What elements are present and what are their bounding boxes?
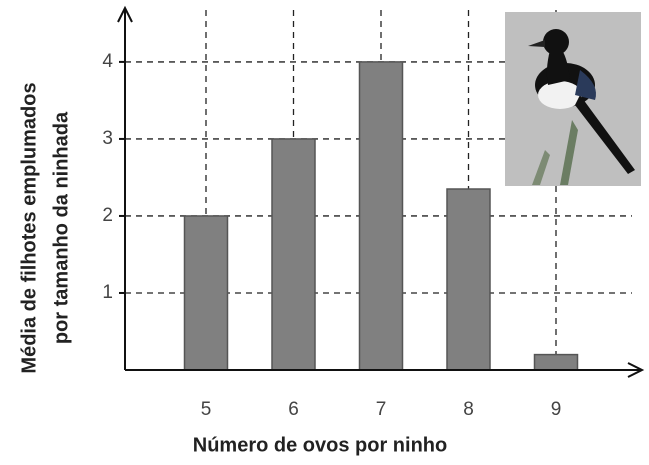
y-axis-title: por tamanho da ninhada [50, 111, 72, 344]
magpie-photo [505, 12, 641, 186]
x-tick-label: 5 [201, 399, 212, 420]
y-tick-label: 1 [102, 282, 113, 303]
bar [183, 215, 229, 371]
bar [271, 138, 316, 371]
bar [446, 188, 491, 371]
bar [533, 353, 579, 371]
y-tick-label: 4 [102, 51, 113, 72]
x-tick-label: 7 [376, 399, 387, 420]
y-axis [117, 5, 133, 370]
y-tick-label: 2 [102, 205, 113, 226]
bar [358, 61, 404, 371]
x-axis-title: Número de ovos por ninho [193, 434, 447, 456]
y-axis-title: Média de filhotes emplumados [18, 82, 40, 373]
y-tick-label: 3 [102, 128, 113, 149]
x-tick-label: 6 [288, 399, 299, 420]
x-tick-label: 8 [463, 399, 474, 420]
x-tick-label: 9 [551, 399, 562, 420]
x-axis [125, 362, 645, 378]
